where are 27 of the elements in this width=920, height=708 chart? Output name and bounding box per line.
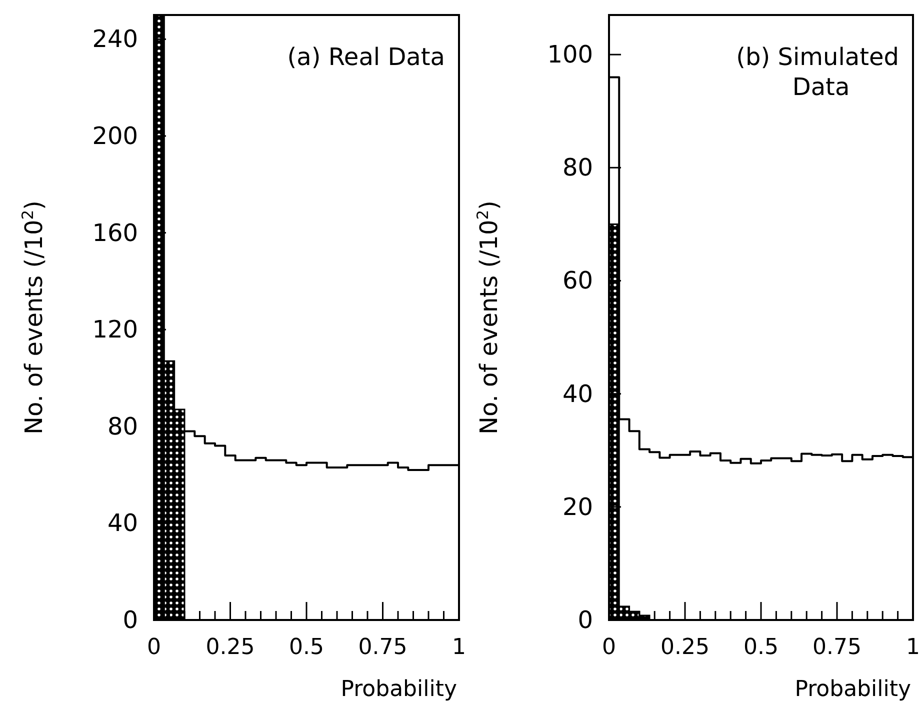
y-tick-label: 0	[122, 606, 138, 634]
y-tick-label: 40	[562, 380, 593, 408]
y-tick-label: 200	[92, 122, 138, 150]
y-tick-label: 240	[92, 25, 138, 54]
y-tick-label: 100	[547, 40, 593, 69]
x-axis-title: Probability	[794, 677, 911, 702]
y-tick-label: 80	[107, 412, 138, 440]
y-tick-label: 60	[562, 266, 593, 295]
y-tick-label: 0	[578, 606, 593, 634]
x-axis-title: Probability	[340, 677, 457, 702]
x-tick-label: 0.75	[812, 635, 862, 660]
x-tick-label: 0.5	[289, 635, 324, 660]
x-tick-label: 0	[147, 635, 161, 660]
x-tick-label: 0	[602, 635, 616, 660]
x-tick-label: 0.5	[744, 635, 778, 660]
y-tick-label: 80	[562, 154, 593, 182]
y-tick-label: 160	[92, 218, 138, 247]
x-tick-label: 0.75	[358, 635, 408, 660]
y-tick-label: 120	[92, 316, 138, 344]
y-tick-label: 20	[562, 492, 593, 521]
x-tick-label: 0.25	[206, 635, 255, 660]
text: (b) Simulated Data	[736, 43, 899, 101]
x-tick-label: 1	[906, 635, 920, 660]
x-tick-label: 1	[452, 635, 466, 660]
x-tick-label: 0.25	[660, 635, 710, 660]
text: (a) Real Data	[287, 43, 445, 71]
y-tick-label: 40	[107, 509, 138, 538]
